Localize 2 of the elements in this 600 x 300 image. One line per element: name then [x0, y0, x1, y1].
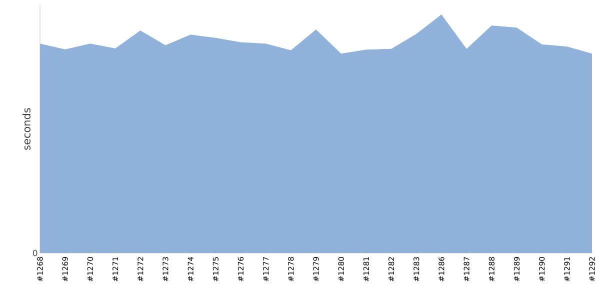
y-axis-title: seconds: [22, 108, 30, 150]
text: 0: [32, 250, 38, 256]
